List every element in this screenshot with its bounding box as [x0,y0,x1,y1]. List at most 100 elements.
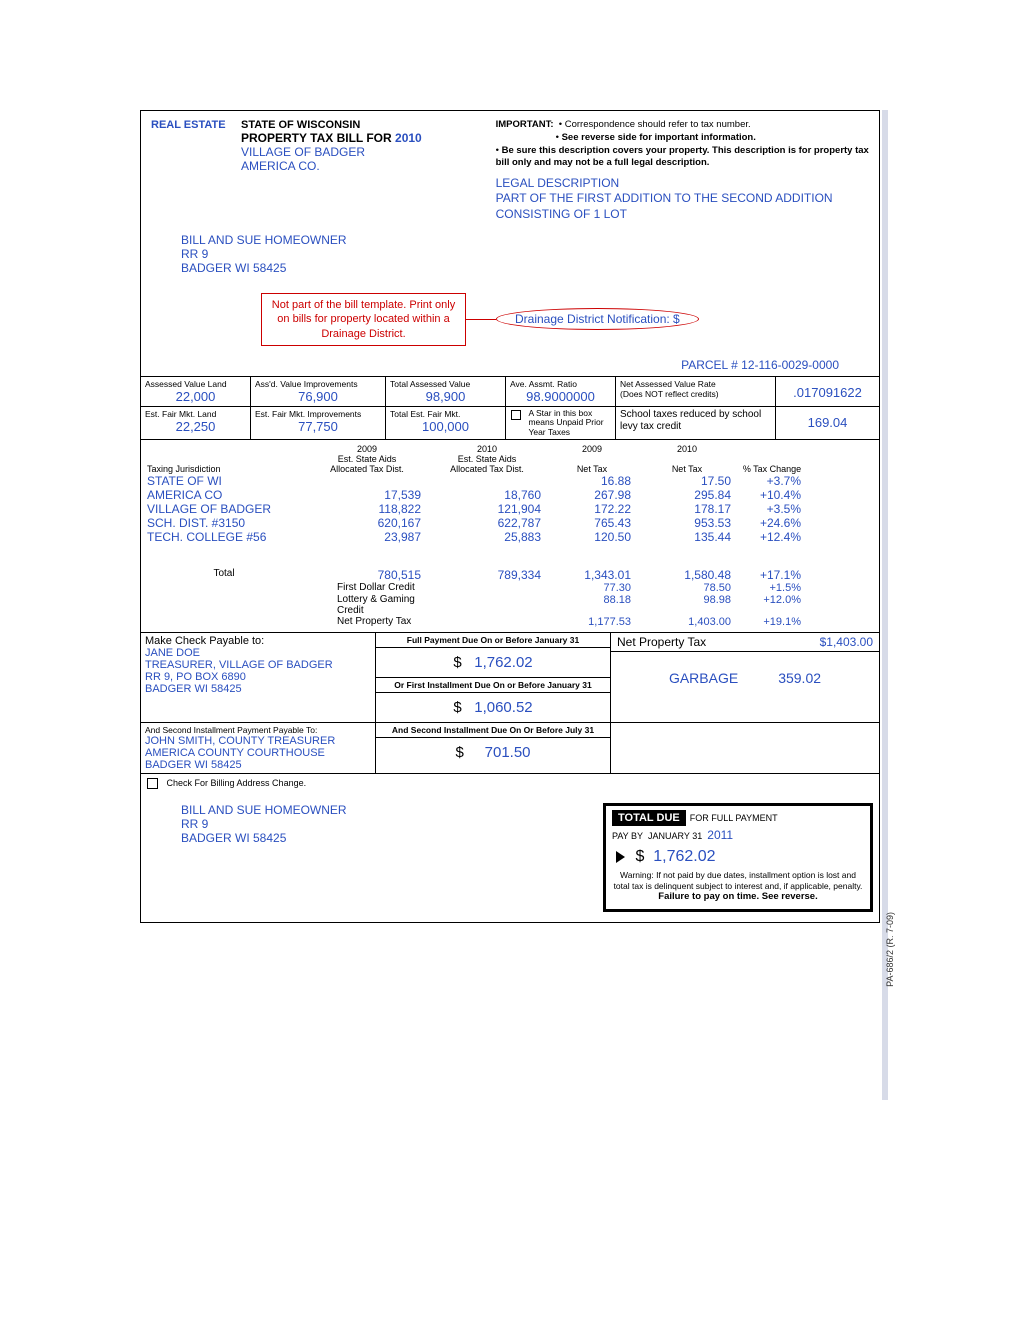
rate-lbl2: (Does NOT reflect credits) [620,389,771,399]
warn1: Warning: If not paid by due dates, insta… [614,870,863,891]
tot-n10: 1,580.48 [637,568,737,582]
stub-addr1: RR 9 [181,817,555,831]
state-label: STATE OF WISCONSIN [241,119,422,131]
fh-land: Est. Fair Mkt. Land [145,409,246,419]
inst2-v: $ 701.50 [376,738,610,767]
payment-section-2: And Second Installment Payment Payable T… [141,722,879,773]
total-due-box: TOTAL DUE FOR FULL PAYMENT PAY BY JANUAR… [603,803,873,912]
important-2: See reverse side for important informati… [562,132,756,143]
assessed-row: Assessed Value Land 22,000 Ass'd. Value … [141,376,879,406]
drainage-bubble: Drainage District Notification: $ [496,308,699,330]
parcel-line: PARCEL # 12-116-0029-0000 [141,352,879,376]
star-text: A Star in this box means Unpaid Prior Ye… [528,409,608,437]
triangle-icon [616,851,625,863]
fair-row: Est. Fair Mkt. Land 22,250 Est. Fair Mkt… [141,406,879,439]
important-1: Correspondence should refer to tax numbe… [565,119,751,130]
header: REAL ESTATE STATE OF WISCONSIN PROPERTY … [141,111,879,279]
fv-imp: 77,750 [255,419,381,434]
rate-val: .017091622 [780,385,875,400]
important-label: IMPORTANT: [496,119,554,130]
h-imp: Ass'd. Value Improvements [255,379,381,389]
full-h: Full Payment Due On or Before January 31 [376,633,610,648]
warning-text: Warning: If not paid by due dates, insta… [612,870,864,903]
total-due-top: TOTAL DUE FOR FULL PAYMENT [612,810,864,826]
bill-year: 2010 [395,131,422,145]
h-land: Assessed Value Land [145,379,246,389]
hnt10: 2010Net Tax [637,444,737,474]
tot-a10: 789,334 [427,568,547,582]
h2010: 2010Est. State AidsAllocated Tax Dist. [427,444,547,474]
municipality: VILLAGE OF BADGER [241,145,422,159]
credit-row: Lottery & Gaming Credit88.1898.98+12.0% [147,594,873,616]
payee2-l1: JOHN SMITH, COUNTY TREASURER [145,735,371,747]
inst1-v: $ 1,060.52 [376,693,610,722]
right-blank [611,723,879,773]
v-ratio: 98.9000000 [510,389,611,404]
payee1-l2: TREASURER, VILLAGE OF BADGER [145,659,371,671]
tot-pct: +17.1% [737,568,807,582]
inst2-h: And Second Installment Due On Or Before … [376,723,610,738]
hjur: Taxing Jurisdiction [147,444,307,474]
star-checkbox[interactable] [511,410,521,420]
tax-bill-document: REAL ESTATE STATE OF WISCONSIN PROPERTY … [140,110,880,923]
legal-title: LEGAL DESCRIPTION [496,176,869,190]
parcel-value: 12-116-0029-0000 [741,358,839,372]
tax-row: VILLAGE OF BADGER118,822121,904172.22178… [147,502,873,516]
important-3: Be sure this description covers your pro… [496,145,869,169]
tax-table: Taxing Jurisdiction 2009Est. State AidsA… [141,439,879,632]
payment-section: Make Check Payable to: JANE DOE TREASURE… [141,632,879,722]
tot-a09: 780,515 [307,568,427,582]
h2009: 2009Est. State AidsAllocated Tax Dist. [307,444,427,474]
payment-amounts: Full Payment Due On or Before January 31… [376,633,611,722]
npt-val: $1,403.00 [820,635,873,649]
parcel-label: PARCEL # [681,358,738,372]
total-amount: 1,762.02 [653,848,715,865]
hnt09: 2009Net Tax [547,444,637,474]
payee2-l2: AMERICA COUNTY COURTHOUSE [145,747,371,759]
sch-lbl: School taxes reduced by school levy tax … [620,409,771,433]
tax-total-row: Total 780,515 789,334 1,343.01 1,580.48 … [147,568,873,582]
garbage-val: 359.02 [778,670,821,686]
tot-n09: 1,343.01 [547,568,637,582]
connector-line [466,319,496,320]
credit-row: First Dollar Credit77.3078.50+1.5% [147,582,873,594]
sch-val: 169.04 [780,415,875,430]
payment-amounts-2: And Second Installment Due On Or Before … [376,723,611,773]
owner-block: BILL AND SUE HOMEOWNER RR 9 BADGER WI 58… [181,233,496,275]
tax-table-head: Taxing Jurisdiction 2009Est. State AidsA… [147,444,873,474]
total-due-title: TOTAL DUE [612,810,686,826]
drainage-note-box: Not part of the bill template. Print onl… [261,293,466,346]
pay-by-line: PAY BY JANUARY 31 2011 [612,828,864,842]
garbage-lbl: GARBAGE [669,670,738,686]
payee2-l3: BADGER WI 58425 [145,759,371,771]
stub-addr2: BADGER WI 58425 [181,831,555,845]
credit-row: Net Property Tax1,177.531,403.00+19.1% [147,616,873,628]
tax-row: SCH. DIST. #3150620,167622,787765.43953.… [147,516,873,530]
h-ratio: Ave. Assmt. Ratio [510,379,611,389]
tax-row: TECH. COLLEGE #5623,98725,883120.50135.4… [147,530,873,544]
npt-row: Net Property Tax $1,403.00 [611,633,879,652]
address-change-checkbox[interactable] [147,778,158,789]
legal-body: PART OF THE FIRST ADDITION TO THE SECOND… [496,190,869,222]
owner-addr1: RR 9 [181,247,496,261]
tax-row: AMERICA CO17,53918,760267.98295.84+10.4% [147,488,873,502]
owner-name: BILL AND SUE HOMEOWNER [181,233,496,247]
v-tot: 98,900 [390,389,501,404]
payee1-name: JANE DOE [145,647,371,659]
payable-lbl: Make Check Payable to: [145,635,371,647]
total-due-for: FOR FULL PAYMENT [690,813,778,823]
payby-date: JANUARY 31 [648,831,702,841]
form-code: PA-686/2 (R. 7-09) [885,912,895,987]
fh-imp: Est. Fair Mkt. Improvements [255,409,381,419]
npt-lbl: Net Property Tax [617,635,820,649]
fv-tot: 100,000 [390,419,501,434]
h-tot: Total Assessed Value [390,379,501,389]
total-lbl: Total [147,568,307,582]
hpct: % Tax Change [737,444,807,474]
payee-block-1: Make Check Payable to: JANE DOE TREASURE… [141,633,376,722]
stub-section: BILL AND SUE HOMEOWNER RR 9 BADGER WI 58… [141,793,879,922]
address-change-label: Check For Billing Address Change. [167,778,307,788]
important-block: IMPORTANT: • Correspondence should refer… [496,119,869,170]
v-land: 22,000 [145,389,246,404]
address-change-row: Check For Billing Address Change. [141,773,879,793]
